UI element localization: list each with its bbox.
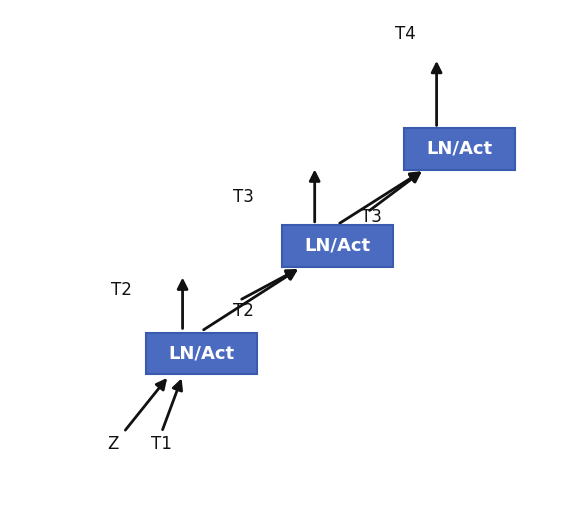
- Text: T2: T2: [234, 301, 254, 320]
- Text: T3: T3: [361, 208, 382, 226]
- FancyBboxPatch shape: [282, 225, 392, 267]
- FancyBboxPatch shape: [146, 333, 256, 374]
- Text: LN/Act: LN/Act: [168, 344, 234, 363]
- FancyBboxPatch shape: [404, 128, 515, 170]
- Text: LN/Act: LN/Act: [304, 237, 370, 255]
- Text: T4: T4: [395, 25, 416, 43]
- Text: LN/Act: LN/Act: [426, 140, 492, 158]
- Text: T3: T3: [234, 188, 254, 206]
- Text: Z: Z: [108, 435, 119, 453]
- Text: T1: T1: [151, 435, 172, 453]
- Text: T2: T2: [112, 281, 132, 299]
